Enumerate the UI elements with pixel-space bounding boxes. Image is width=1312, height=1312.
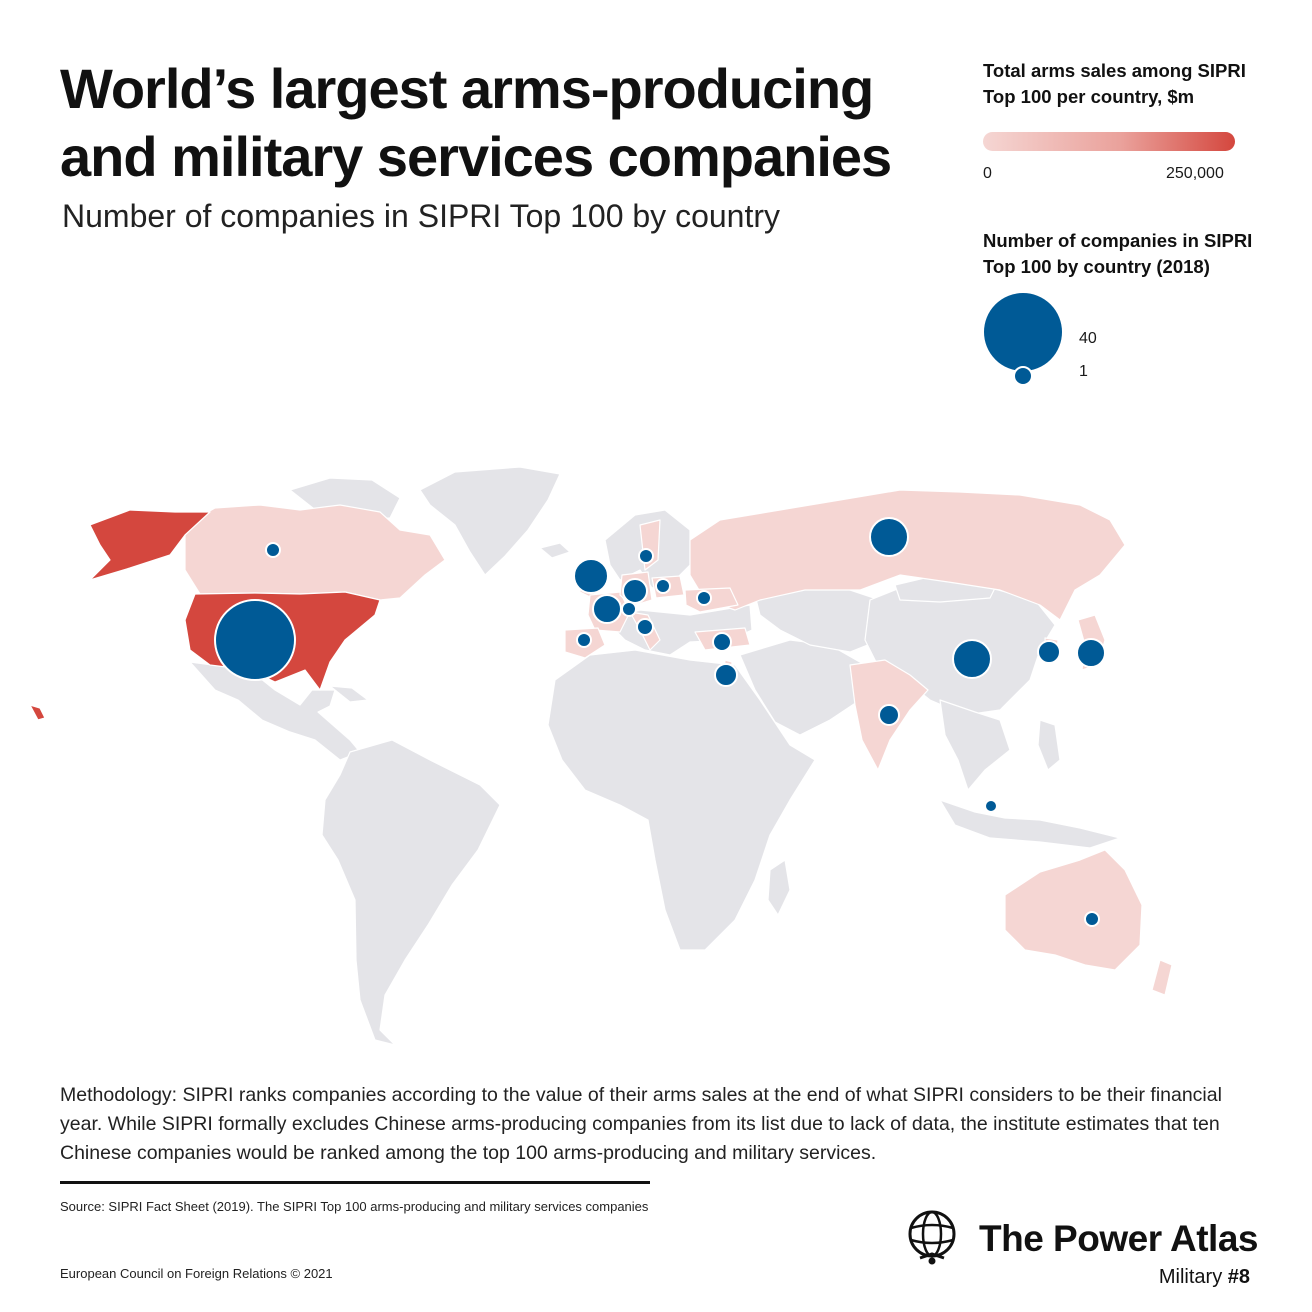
brand-series-number: #8 [1227, 1266, 1250, 1288]
bubble-legend-large [982, 291, 1064, 373]
bubble-israel [714, 663, 738, 687]
bubble-legend-small-label: 1 [1079, 363, 1088, 380]
indonesia [939, 799, 1121, 849]
sales-color-scale [983, 132, 1235, 151]
bubble-legend-small [1013, 366, 1033, 386]
globe-icon [902, 1208, 962, 1268]
sales-scale-max: 250,000 [1166, 165, 1224, 182]
brand-series-label: Military [1158, 1266, 1228, 1288]
alaska [89, 509, 211, 581]
world-map [0, 450, 1312, 1070]
methodology-note: Methodology: SIPRI ranks companies accor… [60, 1084, 1222, 1164]
source-note: Source: SIPRI Fact Sheet (2019). The SIP… [60, 1199, 649, 1214]
bubble-spain [576, 632, 592, 648]
brand-series: Military #8 [1159, 1266, 1250, 1289]
greenland [419, 466, 561, 576]
bubble-poland [655, 578, 671, 594]
bubble-russia [869, 517, 909, 557]
divider [60, 1181, 650, 1184]
page-subtitle: Number of companies in SIPRI Top 100 by … [62, 198, 780, 234]
new-zealand [1151, 959, 1173, 996]
southeast-asia [939, 699, 1011, 791]
bubble-italy [636, 618, 654, 636]
bubble-legend-large-label: 40 [1079, 330, 1097, 347]
bubble-turkey [712, 632, 732, 652]
bubble-germany [622, 578, 648, 604]
south-america [321, 739, 501, 1046]
bubble-china [952, 639, 992, 679]
africa [547, 649, 816, 951]
sales-scale-min: 0 [983, 165, 992, 182]
mexico-central-america [189, 661, 361, 761]
canada [184, 504, 446, 601]
hawaii [29, 704, 46, 721]
world-map-svg [29, 466, 1173, 1046]
bubble-uk [573, 558, 609, 594]
bubble-japan [1076, 638, 1106, 668]
brand-block: The Power Atlas Military #8 [902, 1208, 1262, 1298]
iceland [539, 542, 571, 559]
caribbean [329, 685, 369, 703]
bubble-size-legend [980, 288, 1100, 398]
bubble-switzerland [621, 601, 637, 617]
copyright: European Council on Foreign Relations © … [60, 1266, 333, 1281]
bubble-ukraine [696, 590, 712, 606]
page-title: World’s largest arms-producing and milit… [60, 57, 892, 188]
philippines [1037, 719, 1061, 771]
brand-name: The Power Atlas [979, 1218, 1258, 1259]
bubble-india [878, 704, 900, 726]
bubble-france [592, 594, 622, 624]
madagascar [767, 859, 791, 916]
sales-legend-title: Total arms sales among SIPRI Top 100 per… [983, 60, 1246, 107]
count-legend-title: Number of companies in SIPRI Top 100 by … [983, 230, 1253, 277]
bubble-singapore [984, 799, 998, 813]
bubble-australia [1084, 911, 1100, 927]
bubble-canada [265, 542, 281, 558]
bubble-united-states [214, 599, 296, 681]
australia [1004, 849, 1143, 971]
bubble-sweden [638, 548, 654, 564]
russia [689, 489, 1126, 621]
bubble-south-korea [1037, 640, 1061, 664]
